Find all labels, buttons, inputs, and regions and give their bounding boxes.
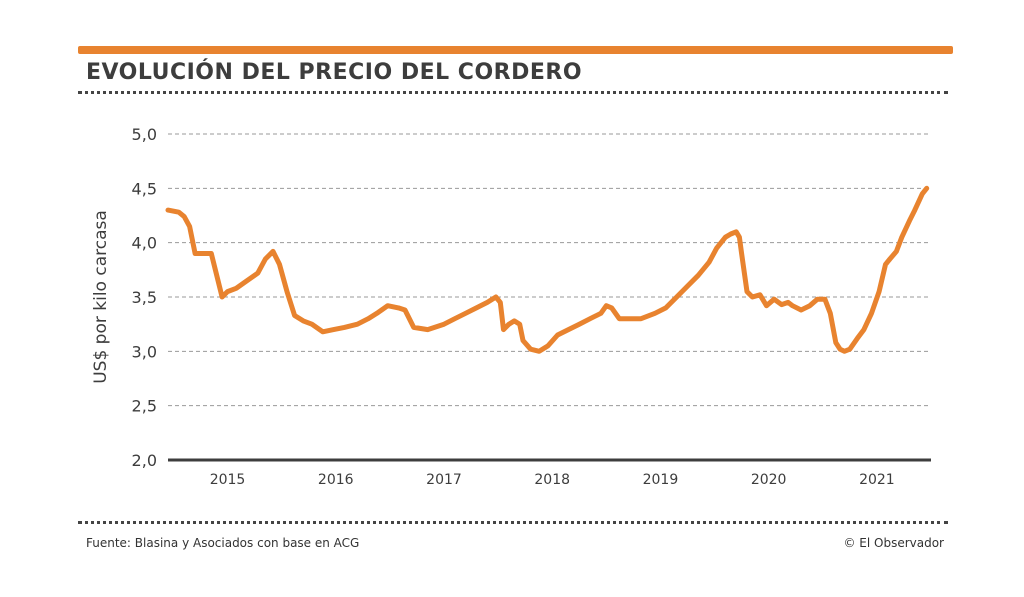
- x-tick-label: 2018: [534, 472, 570, 488]
- y-tick-label: 5,0: [132, 125, 157, 144]
- x-axis-ticks: 2015 2016 2017 2018 2019 2020 2021: [210, 472, 895, 488]
- y-tick-label: 4,0: [132, 234, 157, 253]
- x-tick-label: 2015: [210, 472, 246, 488]
- x-tick-label: 2016: [318, 472, 354, 488]
- y-tick-label: 4,5: [132, 179, 157, 198]
- x-tick-label: 2020: [751, 472, 787, 488]
- y-axis-label: US$ por kilo carcasa: [91, 210, 111, 384]
- footer-divider: [78, 521, 948, 524]
- top-accent-bar: [78, 46, 953, 54]
- credit-note: © El Observador: [843, 536, 944, 550]
- price-series-line: [165, 185, 930, 354]
- x-tick-label: 2019: [643, 472, 679, 488]
- page-title: EVOLUCIÓN DEL PRECIO DEL CORDERO: [86, 60, 583, 85]
- x-tick-label: 2017: [426, 472, 462, 488]
- title-divider: [78, 91, 948, 94]
- x-tick-label: 2021: [859, 472, 895, 488]
- y-tick-label: 2,0: [132, 451, 157, 470]
- source-note: Fuente: Blasina y Asociados con base en …: [86, 536, 360, 550]
- y-tick-label: 2,5: [132, 397, 157, 416]
- y-tick-label: 3,0: [132, 342, 157, 361]
- y-axis-ticks: 5,0 4,5 4,0 3,5 3,0 2,5 2,0: [132, 125, 157, 470]
- y-tick-label: 3,5: [132, 288, 157, 307]
- grid-lines: [168, 133, 931, 462]
